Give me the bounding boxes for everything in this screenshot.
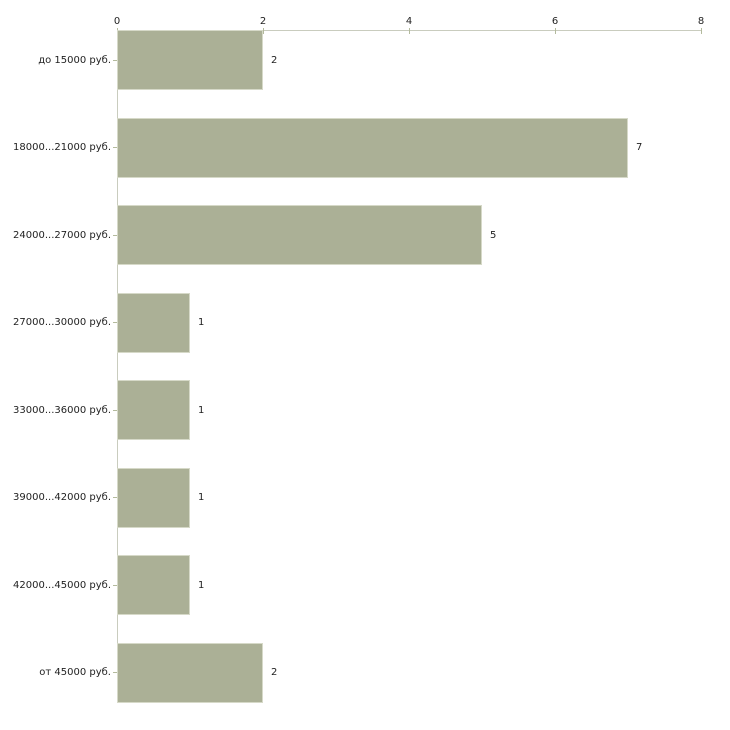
bar-row: до 15000 руб. 2 [0, 30, 730, 118]
y-axis-line [117, 30, 118, 702]
bar-row: 24000...27000 руб. 5 [0, 205, 730, 293]
value-label: 1 [198, 404, 205, 416]
bar-rows: до 15000 руб. 2 18000...21000 руб. 7 240… [0, 30, 730, 730]
bar [117, 380, 190, 440]
category-label: 33000...36000 руб. [13, 404, 111, 416]
value-label: 5 [490, 229, 497, 241]
category-area: 24000...27000 руб. [0, 205, 117, 265]
bar [117, 467, 190, 528]
category-area: 27000...30000 руб. [0, 293, 117, 353]
bar [117, 30, 263, 90]
bar-row: 18000...21000 руб. 7 [0, 117, 730, 206]
y-tick-mark [113, 234, 117, 236]
category-area: 42000...45000 руб. [0, 555, 117, 615]
x-tick-label: 4 [405, 16, 413, 27]
x-tick-label: 2 [259, 16, 267, 27]
y-tick-mark [113, 409, 117, 411]
value-label: 1 [198, 579, 205, 591]
value-label: 1 [198, 317, 205, 328]
y-tick-mark [113, 59, 117, 61]
bar [117, 292, 190, 353]
bar-row: от 45000 руб. 2 [0, 642, 730, 730]
category-label: от 45000 руб. [39, 667, 111, 678]
bar-area: 5 [117, 205, 730, 265]
x-tick-label: 6 [551, 16, 559, 27]
bar-area: 1 [117, 292, 730, 353]
category-label: 24000...27000 руб. [13, 229, 111, 241]
bar-row: 33000...36000 руб. 1 [0, 380, 730, 468]
category-area: до 15000 руб. [0, 30, 117, 90]
x-tick-label: 0 [113, 16, 121, 27]
bar-area: 1 [117, 467, 730, 528]
bar-row: 42000...45000 руб. 1 [0, 555, 730, 643]
x-tick-mark [263, 28, 264, 34]
bar-area: 7 [117, 117, 730, 178]
bar-area: 1 [117, 380, 730, 440]
category-label: 42000...45000 руб. [13, 579, 111, 591]
y-tick-mark [113, 497, 117, 498]
category-label: 18000...21000 руб. [13, 142, 111, 153]
y-tick-mark [113, 147, 117, 148]
bar [117, 555, 190, 615]
bar-row: 27000...30000 руб. 1 [0, 292, 730, 381]
y-tick-mark [113, 672, 117, 673]
value-label: 7 [636, 142, 643, 153]
bar-area: 2 [117, 642, 730, 703]
bar [117, 642, 263, 703]
category-label: до 15000 руб. [38, 54, 111, 66]
x-tick-label: 8 [697, 16, 705, 27]
bar-area: 1 [117, 555, 730, 615]
y-tick-mark [113, 584, 117, 586]
category-area: 18000...21000 руб. [0, 118, 117, 178]
bar [117, 205, 482, 265]
value-label: 2 [271, 54, 278, 66]
category-label: 27000...30000 руб. [13, 317, 111, 328]
x-tick-mark [701, 28, 702, 34]
bar-area: 2 [117, 30, 730, 90]
value-label: 2 [271, 667, 278, 678]
category-area: от 45000 руб. [0, 643, 117, 703]
bar-row: 39000...42000 руб. 1 [0, 467, 730, 556]
x-tick-mark [555, 28, 556, 34]
category-area: 39000...42000 руб. [0, 468, 117, 528]
y-tick-mark [113, 322, 117, 323]
category-area: 33000...36000 руб. [0, 380, 117, 440]
value-label: 1 [198, 492, 205, 503]
category-label: 39000...42000 руб. [13, 492, 111, 503]
bar [117, 117, 628, 178]
x-tick-mark [409, 28, 410, 34]
